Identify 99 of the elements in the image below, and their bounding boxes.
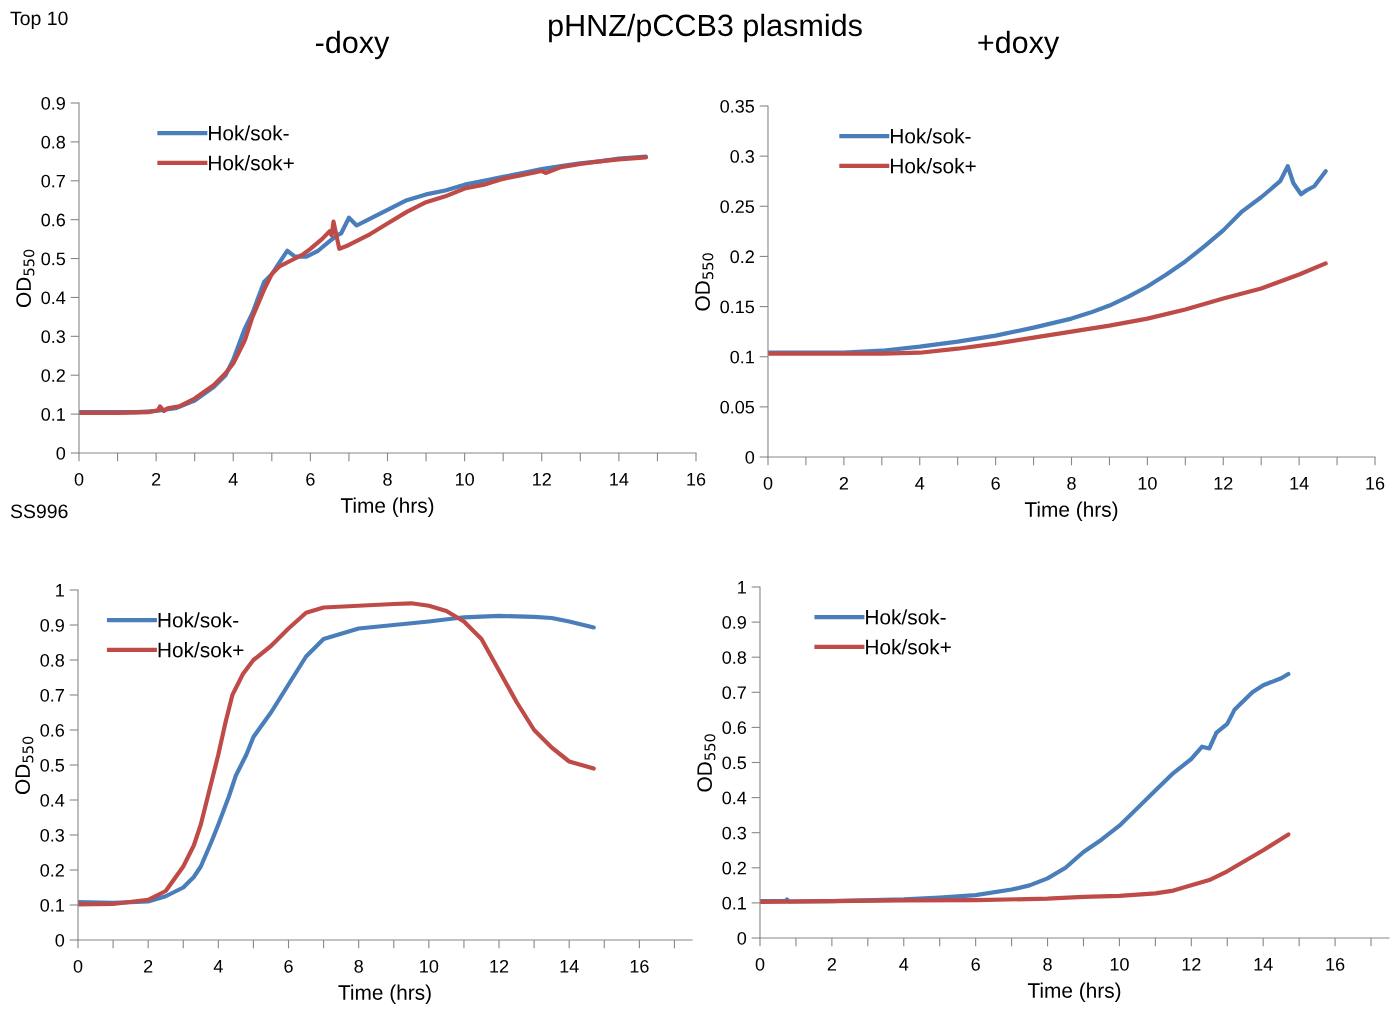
x-tick-label: 4: [915, 477, 925, 490]
y-tick-label: 0.2: [730, 250, 754, 264]
y-tick-label: 0.1: [722, 896, 746, 910]
text: Top 10: [10, 11, 68, 30]
y-tick-label: 0.9: [40, 618, 64, 632]
y-tick-label: 0.05: [720, 400, 755, 414]
x-tick-label: 4: [899, 958, 909, 971]
y-tick-label: 0.4: [722, 791, 747, 805]
x-tick-label: 10: [455, 472, 474, 486]
y-axis-title: OD$_{550}$: [15, 736, 34, 795]
legend-label: Hok/sok+: [158, 642, 244, 658]
y-tick-label: 0.6: [722, 721, 747, 735]
legend-label: Hok/sok+: [866, 639, 951, 655]
x-tick-label: 8: [383, 472, 392, 486]
y-tick-label: 0.6: [41, 213, 66, 227]
y-tick-label: 0.5: [40, 758, 65, 772]
y-tick-label: 0: [55, 933, 65, 947]
x-tick-label: 2: [839, 476, 848, 490]
text: SS996: [10, 504, 68, 519]
y-axis-title: OD$_{550}$: [16, 249, 35, 308]
y-tick-label: 0.4: [41, 291, 66, 305]
legend-label: Hok/sok-: [209, 125, 289, 141]
chart-title: -doxy: [316, 30, 390, 60]
y-tick-label: 0.3: [730, 150, 755, 163]
y-tick-label: 0.9: [722, 616, 746, 629]
x-tick-label: 6: [971, 957, 980, 971]
y-tick-label: 0.4: [40, 793, 65, 807]
x-tick-label: 8: [1043, 957, 1052, 971]
text: pHNZ/pCCB3 plasmids: [549, 13, 862, 43]
x-tick-label: 8: [1067, 476, 1076, 490]
y-tick-label: 0.5: [722, 756, 747, 770]
legend-label: Hok/sok-: [158, 612, 239, 628]
x-tick-label: 2: [152, 472, 161, 486]
x-tick-label: 16: [630, 959, 649, 973]
x-axis-title: Time (hrs): [338, 984, 431, 1005]
legend-label: Hok/sok+: [209, 155, 294, 171]
y-tick-label: 0.8: [40, 653, 65, 667]
x-tick-label: 16: [1366, 476, 1385, 490]
x-tick-label: 12: [1214, 476, 1233, 490]
y-tick-label: 0: [56, 446, 66, 460]
y-tick-label: 0.3: [722, 826, 747, 840]
x-tick-label: 14: [1290, 477, 1309, 490]
x-axis-title: Time (hrs): [340, 497, 434, 518]
y-tick-label: 0.7: [41, 174, 65, 188]
x-tick-label: 8: [354, 959, 363, 973]
y-tick-label: 0.2: [41, 369, 65, 382]
y-tick-label: 1: [56, 584, 64, 597]
y-tick-label: 0.8: [722, 651, 747, 664]
x-tick-label: 2: [144, 959, 153, 973]
chart-title: +doxy: [978, 30, 1060, 60]
y-tick-label: 0: [737, 931, 747, 945]
legend-label: Hok/sok-: [891, 128, 971, 144]
legend-label: Hok/sok-: [866, 609, 946, 625]
x-tick-label: 0: [73, 959, 83, 973]
x-tick-label: 10: [1138, 476, 1157, 490]
x-tick-label: 10: [1110, 957, 1129, 971]
y-tick-label: 0.15: [720, 300, 755, 314]
y-axis-title: OD$_{550}$: [697, 734, 716, 792]
line-series: [768, 261, 1328, 356]
x-tick-label: 14: [1254, 958, 1273, 971]
y-tick-label: 1: [738, 581, 746, 594]
y-tick-label: 0.3: [40, 828, 65, 842]
y-tick-label: 0.25: [720, 200, 755, 214]
x-tick-label: 14: [560, 960, 579, 973]
y-tick-label: 0.7: [40, 688, 64, 702]
x-tick-label: 14: [610, 473, 629, 486]
y-tick-label: 0.1: [40, 898, 64, 912]
y-tick-label: 0.6: [40, 723, 65, 737]
x-tick-label: 0: [755, 957, 765, 971]
x-tick-label: 16: [1326, 957, 1345, 971]
y-tick-label: 0.3: [41, 330, 66, 344]
y-tick-label: 0.9: [41, 96, 65, 110]
y-tick-label: 0.8: [41, 135, 66, 149]
x-tick-label: 12: [1182, 957, 1201, 971]
x-tick-label: 10: [420, 959, 439, 973]
y-tick-label: 0.1: [730, 350, 754, 364]
x-tick-label: 6: [991, 476, 1000, 490]
line-series: [760, 832, 1291, 904]
y-tick-label: 0: [745, 450, 755, 464]
x-tick-label: 16: [687, 472, 706, 486]
x-tick-label: 0: [74, 472, 84, 486]
y-tick-label: 0.5: [41, 252, 66, 266]
x-tick-label: 4: [213, 960, 223, 973]
y-tick-label: 0.2: [722, 861, 746, 875]
legend-label: Hok/sok+: [891, 158, 976, 174]
x-tick-label: 12: [490, 959, 509, 973]
y-tick-label: 0.7: [722, 686, 746, 700]
x-tick-label: 0: [763, 476, 773, 490]
x-tick-label: 4: [228, 473, 238, 486]
y-tick-label: 0.1: [41, 408, 65, 421]
x-axis-title: Time (hrs): [1024, 501, 1118, 522]
x-tick-label: 6: [306, 472, 315, 486]
x-tick-label: 2: [827, 957, 836, 971]
x-tick-label: 12: [533, 472, 551, 486]
x-axis-title: Time (hrs): [1027, 982, 1121, 1003]
x-tick-label: 6: [284, 959, 293, 973]
y-tick-label: 0.2: [40, 863, 64, 877]
y-tick-label: 0.35: [720, 99, 755, 113]
y-axis-title: OD$_{550}$: [695, 253, 714, 311]
